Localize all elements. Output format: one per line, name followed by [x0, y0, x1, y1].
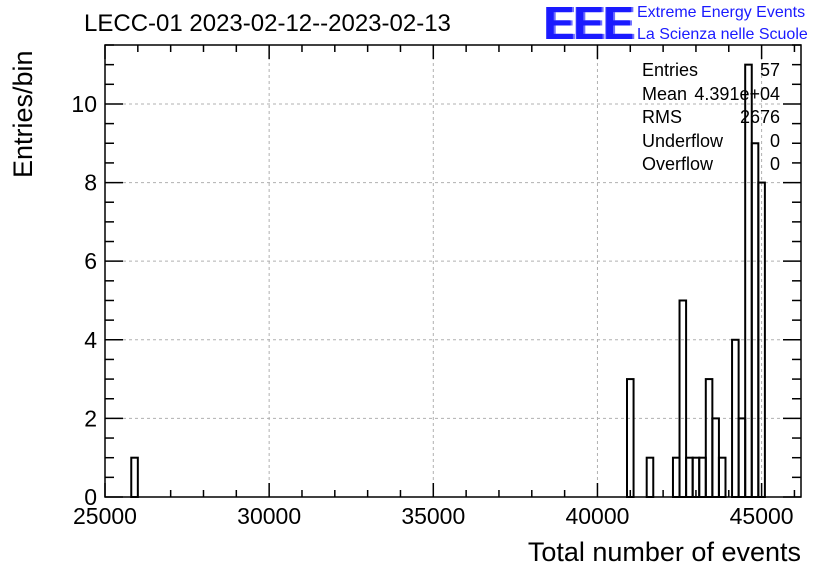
- logo-line-2: La Scienza nelle Scuole: [637, 26, 808, 43]
- x-tick-label: 35000: [401, 503, 465, 529]
- eee-logo: EEE Extreme Energy Events La Scienza nel…: [544, 0, 834, 49]
- stats-row-entries: Entries 57: [642, 59, 780, 83]
- stats-label: Entries: [642, 60, 699, 80]
- chart-title: LECC-01 2023-02-12--2023-02-13: [84, 10, 451, 37]
- stats-row-rms: RMS 2676: [642, 106, 780, 130]
- axis-ticks: [104, 44, 801, 498]
- stats-label: Mean: [642, 83, 688, 104]
- stats-box: Entries 57 Mean 4.391e+04 RMS 2676 Under…: [642, 59, 780, 177]
- histogram-bin: [645, 456, 655, 498]
- stats-value: 57: [759, 60, 780, 80]
- stats-row-underflow: Underflow 0: [642, 130, 780, 154]
- stats-value: 2676: [739, 107, 780, 127]
- y-tick-label: 10: [71, 91, 97, 117]
- y-tick-labels: 0 2 4 6 8 10: [71, 91, 97, 510]
- x-axis-label: Total number of events: [528, 537, 801, 567]
- grid-lines: [104, 45, 801, 497]
- stats-row-mean: Mean 4.391e+04: [642, 83, 780, 107]
- y-tick-label: 0: [84, 484, 97, 510]
- y-tick-label: 2: [84, 405, 97, 431]
- stats-row-overflow: Overflow 0: [642, 153, 780, 177]
- x-tick-label: 40000: [565, 503, 629, 529]
- histogram-bin: [717, 456, 727, 498]
- x-tick-label: 25000: [73, 503, 137, 529]
- x-tick-label: 45000: [730, 503, 794, 529]
- histogram-bin: [130, 456, 139, 498]
- stats-value: 0: [769, 130, 780, 151]
- logo-line-1: Extreme Energy Events: [637, 4, 806, 21]
- y-tick-label: 4: [84, 327, 97, 353]
- y-tick-label: 8: [84, 170, 97, 196]
- stats-value: 4.391e+04: [694, 83, 780, 104]
- stats-label: RMS: [642, 107, 682, 127]
- plot-frame: [104, 44, 802, 498]
- x-tick-labels: 25000 30000 35000 40000 45000: [73, 503, 794, 529]
- stats-label: Overflow: [642, 154, 714, 174]
- histogram-bin: [626, 378, 635, 498]
- stats-label: Underflow: [642, 130, 724, 151]
- stats-value: 0: [769, 154, 780, 174]
- y-axis-label: Entries/bin: [8, 50, 38, 178]
- x-tick-label: 30000: [237, 503, 301, 529]
- logo-mark: EEE: [544, 0, 634, 49]
- y-tick-label: 6: [84, 248, 97, 274]
